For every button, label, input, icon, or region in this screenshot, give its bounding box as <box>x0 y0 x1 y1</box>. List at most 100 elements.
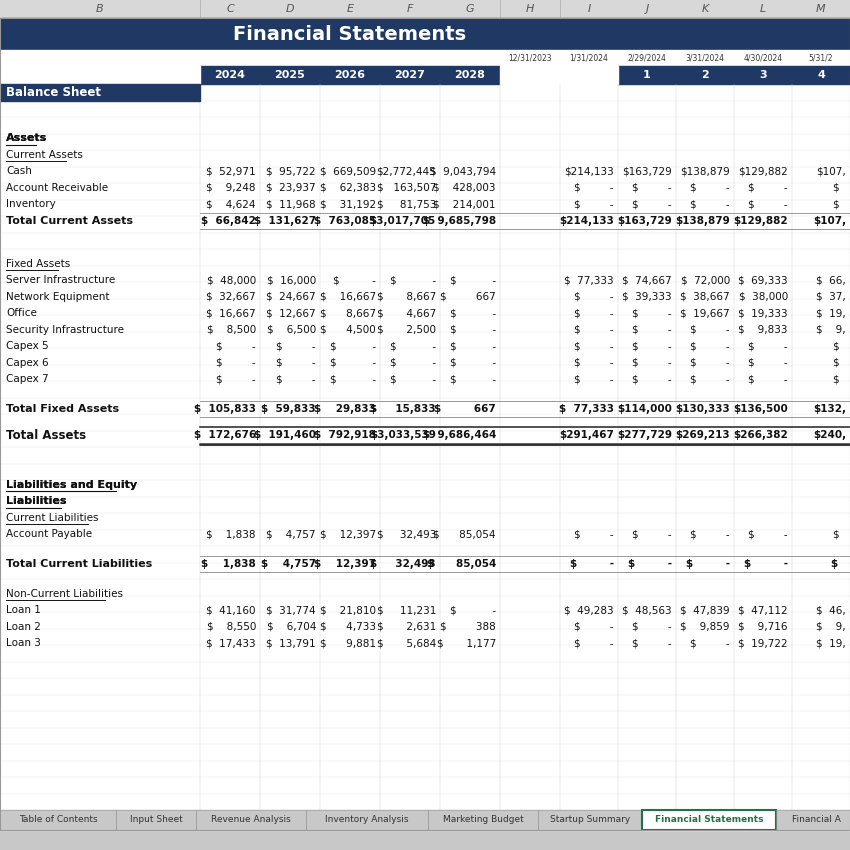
Text: $         -: $ - <box>575 183 614 193</box>
Text: $    12,397: $ 12,397 <box>314 559 376 570</box>
Text: $         -: $ - <box>217 374 256 384</box>
Text: $  19,: $ 19, <box>816 638 846 649</box>
Text: H: H <box>526 4 534 14</box>
Text: $           -: $ - <box>390 275 436 286</box>
Text: $  9,043,794: $ 9,043,794 <box>430 167 496 177</box>
Text: $       8,667: $ 8,667 <box>377 292 436 302</box>
Text: $  19,333: $ 19,333 <box>739 309 788 319</box>
Text: $: $ <box>831 559 846 570</box>
Text: $     32,493: $ 32,493 <box>377 530 436 540</box>
Text: $         -: $ - <box>748 530 788 540</box>
Text: Input Sheet: Input Sheet <box>129 815 183 824</box>
Text: $    1,838: $ 1,838 <box>201 559 256 570</box>
Text: Table of Contents: Table of Contents <box>19 815 97 824</box>
Text: $           -: $ - <box>450 374 496 384</box>
Text: $  23,937: $ 23,937 <box>266 183 316 193</box>
Text: $2,772,445: $2,772,445 <box>377 167 436 177</box>
Text: Total Current Liabilities: Total Current Liabilities <box>6 559 152 570</box>
Text: G: G <box>466 4 474 14</box>
Text: $214,133: $214,133 <box>559 216 614 226</box>
Text: $         -: $ - <box>690 374 730 384</box>
Text: $    4,757: $ 4,757 <box>267 530 316 540</box>
Text: $         -: $ - <box>748 183 788 193</box>
Text: $         388: $ 388 <box>440 622 496 632</box>
Text: $      4,500: $ 4,500 <box>320 325 376 335</box>
Text: Startup Summary: Startup Summary <box>550 815 630 824</box>
Text: $         -: $ - <box>632 622 672 632</box>
Text: 2028: 2028 <box>455 70 485 80</box>
Text: $         -: $ - <box>575 292 614 302</box>
Text: $  24,667: $ 24,667 <box>266 292 316 302</box>
Text: 2024: 2024 <box>214 70 246 80</box>
Bar <box>196 810 306 830</box>
Text: Liabilities: Liabilities <box>6 496 66 507</box>
Text: $  38,667: $ 38,667 <box>680 292 730 302</box>
Text: E: E <box>347 4 354 14</box>
Text: 5/31/2: 5/31/2 <box>808 54 833 63</box>
Text: $  72,000: $ 72,000 <box>681 275 730 286</box>
Text: $129,882: $129,882 <box>734 216 788 226</box>
Text: $  11,968: $ 11,968 <box>266 200 316 209</box>
Text: Current Liabilities: Current Liabilities <box>6 513 99 523</box>
Text: $  49,283: $ 49,283 <box>564 605 614 615</box>
Text: $    9,716: $ 9,716 <box>739 622 788 632</box>
Text: $3,017,705: $3,017,705 <box>370 216 436 226</box>
Text: $138,879: $138,879 <box>680 167 730 177</box>
Text: $  39,333: $ 39,333 <box>622 292 672 302</box>
Text: $  66,: $ 66, <box>816 275 846 286</box>
Text: $  172,676: $ 172,676 <box>194 430 256 440</box>
Text: $  47,112: $ 47,112 <box>739 605 788 615</box>
Text: $: $ <box>833 530 846 540</box>
Text: $  16,667: $ 16,667 <box>207 309 256 319</box>
Text: $      85,054: $ 85,054 <box>427 559 496 570</box>
Text: $  17,433: $ 17,433 <box>207 638 256 649</box>
Text: Assets: Assets <box>6 133 48 144</box>
Bar <box>0 84 200 100</box>
Text: Total Fixed Assets: Total Fixed Assets <box>6 404 119 414</box>
Text: Server Infrastructure: Server Infrastructure <box>6 275 116 286</box>
Text: Cash: Cash <box>6 167 32 177</box>
Text: $         -: $ - <box>632 530 672 540</box>
Text: $: $ <box>833 374 846 384</box>
Text: $         -: $ - <box>690 325 730 335</box>
Bar <box>306 810 428 830</box>
Text: $  763,085: $ 763,085 <box>314 216 376 226</box>
Text: $  19,: $ 19, <box>816 309 846 319</box>
Text: $         -: $ - <box>632 325 672 335</box>
Text: 1: 1 <box>643 70 651 80</box>
Text: 4: 4 <box>817 70 825 80</box>
Text: $    9,833: $ 9,833 <box>739 325 788 335</box>
Text: $  59,833: $ 59,833 <box>261 404 316 414</box>
Text: $         -: $ - <box>575 622 614 632</box>
Text: 3/31/2024: 3/31/2024 <box>685 54 724 63</box>
Text: Fixed Assets: Fixed Assets <box>6 259 71 269</box>
Text: $         -: $ - <box>690 183 730 193</box>
Text: $    4,624: $ 4,624 <box>207 200 256 209</box>
Text: $         -: $ - <box>575 200 614 209</box>
Text: $         -: $ - <box>575 638 614 649</box>
Text: $  13,791: $ 13,791 <box>266 638 316 649</box>
Text: Financial Statements: Financial Statements <box>654 815 763 824</box>
Text: K: K <box>701 4 709 14</box>
Text: $  69,333: $ 69,333 <box>739 275 788 286</box>
Text: Loan 3: Loan 3 <box>6 638 41 649</box>
Text: $  48,563: $ 48,563 <box>622 605 672 615</box>
Text: Current Assets: Current Assets <box>6 150 82 160</box>
Text: $         -: $ - <box>217 358 256 368</box>
Text: $   163,507: $ 163,507 <box>377 183 436 193</box>
Bar <box>776 810 850 830</box>
Text: B: B <box>96 4 104 14</box>
Text: $  77,333: $ 77,333 <box>564 275 614 286</box>
Text: $132,: $132, <box>813 404 846 414</box>
Text: $    62,383: $ 62,383 <box>320 183 376 193</box>
Text: $         -: $ - <box>575 530 614 540</box>
Text: $163,729: $163,729 <box>622 167 672 177</box>
Text: $       2,500: $ 2,500 <box>377 325 436 335</box>
Text: $         -: $ - <box>744 559 788 570</box>
Text: Liabilities and Equity: Liabilities and Equity <box>6 480 137 490</box>
Bar <box>0 18 200 50</box>
Text: $    214,001: $ 214,001 <box>434 200 496 209</box>
Text: $         -: $ - <box>632 342 672 351</box>
Text: Liabilities: Liabilities <box>6 496 66 507</box>
Text: $         -: $ - <box>690 358 730 368</box>
